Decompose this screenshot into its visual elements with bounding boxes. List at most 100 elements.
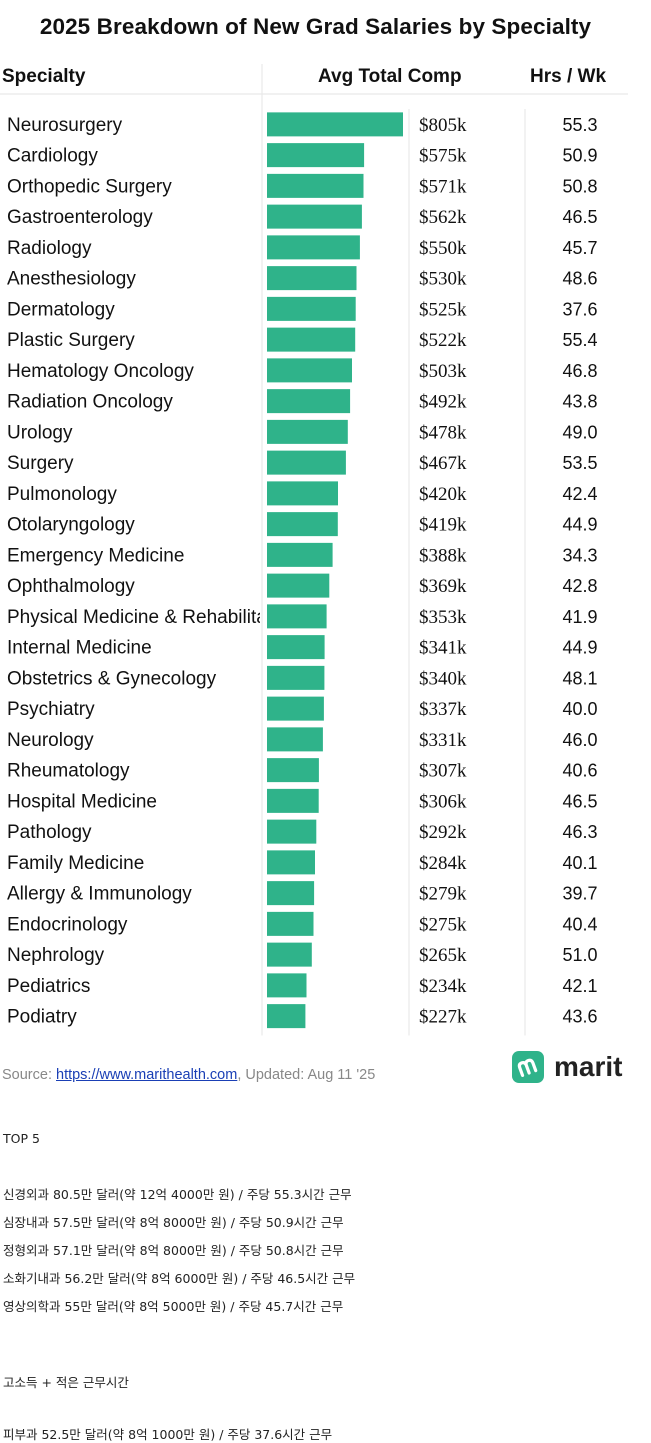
value-label: $284k: [419, 853, 467, 874]
hours-label: 34.3: [562, 545, 597, 565]
chart-row: Radiation Oncology $492k 43.8: [7, 389, 598, 414]
value-label: $331k: [419, 730, 467, 751]
salary-bar: [267, 296, 356, 321]
marit-logo-icon: [512, 1051, 544, 1083]
category-label: Neurology: [7, 730, 94, 751]
value-label: $292k: [419, 822, 467, 843]
chart-row: Obstetrics & Gynecology $340k 48.1: [7, 665, 598, 690]
hours-label: 43.6: [562, 1007, 597, 1027]
category-label: Ophthalmology: [7, 576, 135, 597]
value-label: $522k: [419, 330, 467, 351]
top5-item: 정형외과 57.1만 달러(약 8억 8000만 원) / 주당 50.8시간 …: [3, 1243, 344, 1258]
chart-row: Podiatry $227k 43.6: [7, 1004, 598, 1029]
salary-bar: [267, 112, 403, 137]
salary-bar: [267, 481, 338, 506]
value-label: $562k: [419, 207, 467, 228]
salary-bar: [267, 204, 362, 229]
salary-bar-chart: Neurosurgery $805k 55.3 Cardiology $575k 50.9…: [0, 64, 628, 1036]
hours-label: 48.6: [562, 269, 597, 289]
chart-row: Hospital Medicine $306k 46.5: [7, 788, 598, 813]
salary-bar: [267, 419, 348, 444]
salary-bar: [267, 235, 360, 260]
salary-bar: [267, 942, 312, 967]
category-label: Gastroenterology: [7, 207, 153, 228]
chart-row: Hematology Oncology $503k 46.8: [7, 358, 598, 383]
hours-label: 42.8: [562, 576, 597, 596]
value-label: $234k: [419, 976, 467, 997]
value-label: $478k: [419, 422, 467, 443]
hours-label: 44.9: [562, 638, 597, 658]
hours-label: 53.5: [562, 453, 597, 473]
value-label: $492k: [419, 392, 467, 413]
second-item: 피부과 52.5만 달러(약 8억 1000만 원) / 주당 37.6시간 근…: [3, 1427, 333, 1442]
chart-row: Radiology $550k 45.7: [7, 235, 598, 260]
salary-bar: [267, 450, 346, 475]
chart-row: Emergency Medicine $388k 34.3: [7, 542, 598, 567]
value-label: $353k: [419, 607, 467, 628]
source-link[interactable]: https://www.marithealth.com: [56, 1067, 238, 1083]
value-label: $550k: [419, 238, 467, 259]
value-label: $419k: [419, 515, 467, 536]
hours-label: 37.6: [562, 299, 597, 319]
chart-row: Psychiatry $337k 40.0: [7, 696, 598, 721]
top5-item: 심장내과 57.5만 달러(약 8억 8000만 원) / 주당 50.9시간 …: [3, 1215, 344, 1230]
chart-row: Endocrinology $275k 40.4: [7, 911, 598, 936]
hours-label: 55.4: [562, 330, 597, 350]
value-label: $805k: [419, 115, 467, 136]
value-label: $467k: [419, 453, 467, 474]
value-label: $307k: [419, 761, 467, 782]
hours-label: 50.8: [562, 176, 597, 196]
hours-label: 45.7: [562, 238, 597, 258]
chart-title: 2025 Breakdown of New Grad Salaries by S…: [39, 14, 592, 39]
chart-row: Internal Medicine $341k 44.9: [7, 635, 598, 660]
chart-row: Physical Medicine & Rehabilitation $353k 4…: [7, 604, 598, 629]
chart-row: Cardiology $575k 50.9: [7, 143, 598, 168]
hours-label: 40.1: [562, 853, 597, 873]
chart-row: Pathology $292k 46.3: [7, 819, 598, 844]
hours-label: 44.9: [562, 515, 597, 535]
hours-label: 51.0: [562, 945, 597, 965]
chart-row: Gastroenterology $562k 46.5: [7, 204, 598, 229]
category-label: Radiology: [7, 238, 92, 259]
category-label: Internal Medicine: [7, 638, 152, 659]
hours-label: 46.5: [562, 207, 597, 227]
chart-row: Anesthesiology $530k 48.6: [7, 266, 598, 291]
top5-item: 소화기내과 56.2만 달러(약 8억 6000만 원) / 주당 46.5시간…: [3, 1271, 356, 1286]
chart-row: Nephrology $265k 51.0: [7, 942, 598, 967]
hours-label: 48.1: [562, 668, 597, 688]
chart-row: Rheumatology $307k 40.6: [7, 758, 598, 783]
marit-logo-text: marit: [554, 1051, 623, 1082]
hours-label: 42.4: [562, 484, 597, 504]
chart-row: Neurology $331k 46.0: [7, 727, 598, 752]
table-rules: [0, 64, 628, 1036]
salary-bar: [267, 758, 319, 783]
value-label: $265k: [419, 945, 467, 966]
value-label: $369k: [419, 576, 467, 597]
category-label: Pathology: [7, 822, 92, 843]
value-label: $306k: [419, 791, 467, 812]
salary-bar: [267, 665, 325, 690]
category-label: Cardiology: [7, 146, 98, 167]
value-label: $503k: [419, 361, 467, 382]
value-label: $227k: [419, 1007, 467, 1028]
salary-bar: [267, 881, 315, 906]
top5-item: 영상의학과 55만 달러(약 8억 5000만 원) / 주당 45.7시간 근…: [3, 1299, 344, 1314]
hours-label: 46.3: [562, 822, 597, 842]
second-heading: 고소득 + 적은 근무시간: [3, 1375, 129, 1390]
value-label: $337k: [419, 699, 467, 720]
value-label: $420k: [419, 484, 467, 505]
source-note: Source: https://www.marithealth.com, Upd…: [2, 1067, 375, 1083]
hours-label: 40.4: [562, 914, 597, 934]
hours-column-header: Hrs / Wk: [530, 66, 607, 87]
chart-rows: Neurosurgery $805k 55.3 Cardiology $575k 50.9…: [7, 112, 598, 1029]
chart-row: Ophthalmology $369k 42.8: [7, 573, 598, 598]
value-label: $341k: [419, 638, 467, 659]
category-label: Pulmonology: [7, 484, 117, 505]
category-label: Anesthesiology: [7, 269, 136, 290]
source-suffix: , Updated: Aug 11 '25: [237, 1067, 376, 1083]
value-label: $340k: [419, 668, 467, 689]
category-label: Endocrinology: [7, 914, 128, 935]
value-label: $525k: [419, 299, 467, 320]
chart-row: Allergy & Immunology $279k 39.7: [7, 881, 598, 906]
category-label: Hematology Oncology: [7, 361, 194, 382]
